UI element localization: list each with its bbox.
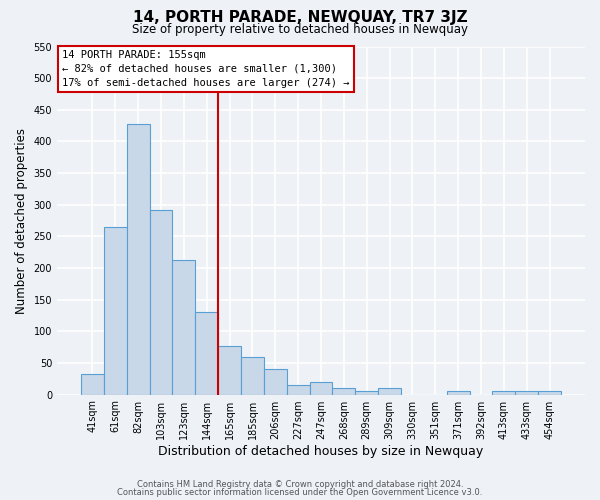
Y-axis label: Number of detached properties: Number of detached properties: [15, 128, 28, 314]
Bar: [81, 374, 104, 394]
Bar: [310, 382, 332, 394]
Bar: [378, 388, 401, 394]
Bar: [264, 370, 287, 394]
Text: Contains public sector information licensed under the Open Government Licence v3: Contains public sector information licen…: [118, 488, 482, 497]
Text: Size of property relative to detached houses in Newquay: Size of property relative to detached ho…: [132, 22, 468, 36]
Text: 14 PORTH PARADE: 155sqm
← 82% of detached houses are smaller (1,300)
17% of semi: 14 PORTH PARADE: 155sqm ← 82% of detache…: [62, 50, 350, 88]
Bar: [127, 124, 149, 394]
Bar: [332, 388, 355, 394]
Bar: [241, 357, 264, 395]
Bar: [287, 385, 310, 394]
Bar: [447, 392, 470, 394]
Bar: [355, 392, 378, 394]
Text: Contains HM Land Registry data © Crown copyright and database right 2024.: Contains HM Land Registry data © Crown c…: [137, 480, 463, 489]
Bar: [538, 392, 561, 394]
X-axis label: Distribution of detached houses by size in Newquay: Distribution of detached houses by size …: [158, 444, 484, 458]
Bar: [104, 227, 127, 394]
Bar: [493, 392, 515, 394]
Text: 14, PORTH PARADE, NEWQUAY, TR7 3JZ: 14, PORTH PARADE, NEWQUAY, TR7 3JZ: [133, 10, 467, 25]
Bar: [218, 346, 241, 395]
Bar: [149, 210, 172, 394]
Bar: [172, 260, 196, 394]
Bar: [196, 312, 218, 394]
Bar: [515, 392, 538, 394]
